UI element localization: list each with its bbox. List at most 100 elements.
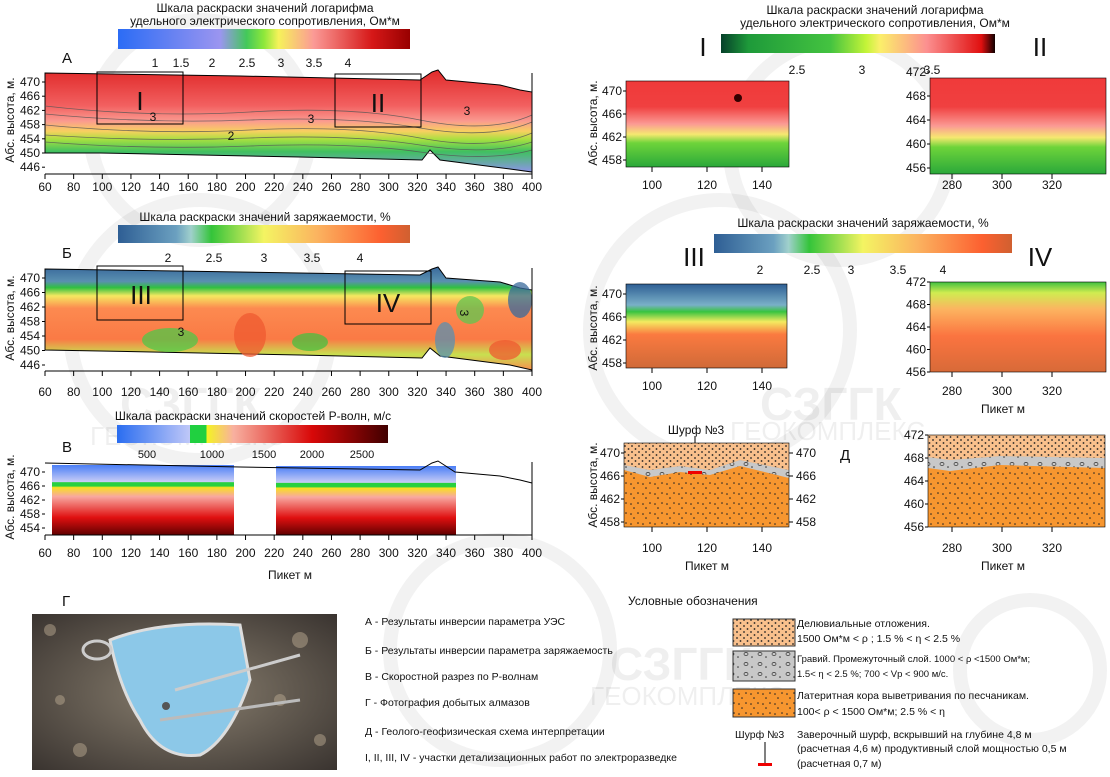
axis-tick-label: 160 [178,546,198,560]
panel-letter: Д [840,447,850,464]
tick: 4 [940,263,947,277]
scoop-ring [81,639,113,661]
x-axis-ticks: 60 80 100 120 140 160 180 200 220 240 260 280 300 320… [38,371,542,399]
diamond [162,702,170,710]
y-axis-label: Абс. высота, м. [586,285,600,370]
x-axis-ticks: 100 120 140 [642,527,772,555]
axis-tick-label: 400 [522,546,542,560]
svg-text:СЗГГК: СЗГГК [120,378,263,430]
axis-tick-label: 260 [321,385,341,399]
panel-letter: Г [62,593,70,610]
axis-tick-label: 60 [38,180,52,194]
axis-tick-label: 120 [697,379,717,393]
axis-tick-label: 240 [293,546,313,560]
axis-tick-label: 468 [906,89,926,103]
axis-tick-label: 460 [906,137,926,151]
section-iii [625,283,788,369]
y-axis-label: Абс. высота, м. [3,77,17,162]
axis-tick-label: 360 [465,385,485,399]
axis-tick-label: 280 [942,384,962,398]
axis-tick-label: 468 [906,298,926,312]
axis-tick-label: 120 [121,546,141,560]
axis-tick-label: 280 [350,546,370,560]
y-axis-ticks-right: 470 466 462 458 [789,446,816,529]
axis-tick-label: 340 [436,180,456,194]
y-axis-ticks: 470 466 462 458 [602,84,626,167]
axis-tick-label: 260 [321,546,341,560]
contour-label: 3 [464,104,471,118]
axis-tick-label: 464 [906,113,926,127]
axis-tick-label: 320 [407,180,427,194]
legend: Условные обозначения А - Результаты инве… [365,594,1067,770]
axis-tick-label: 200 [236,546,256,560]
axis-tick-label: 100 [642,379,662,393]
legend-item: I, II, III, IV - участки детализационных… [365,752,677,764]
x-axis-ticks: 100 120 140 [642,167,772,192]
anomalies [142,282,532,360]
axis-tick-label: 280 [350,385,370,399]
axis-tick-label: 140 [752,541,772,555]
axis-tick-label: 120 [697,541,717,555]
axis-tick-label: 120 [121,180,141,194]
axis-tick-label: 472 [906,275,926,289]
tick: 2000 [300,449,324,461]
axis-tick-label: 100 [642,178,662,192]
tweezers [159,698,301,722]
tick: 3.5 [306,56,323,70]
axis-tick-label: 200 [236,385,256,399]
axis-tick-label: 300 [992,541,1012,555]
y-axis-ticks: 472 468 464 460 456 [904,428,928,534]
axis-tick-label: 458 [20,507,40,521]
axis-tick-label: 400 [522,385,542,399]
axis-tick-label: 456 [904,520,924,534]
axis-tick-label: 462 [602,333,622,347]
detail-box-iv [344,270,432,325]
section-label: III [683,242,705,272]
tick: 500 [138,449,156,461]
y-axis-ticks: 470 466 462 458 [602,287,626,370]
panel-v-velocity: Шкала раскраски значений скоростей Р-вол… [3,409,542,582]
axis-tick-label: 100 [92,180,112,194]
axis-tick-label: 470 [602,84,622,98]
axis-tick-label: 100 [92,385,112,399]
axis-tick-label: 460 [904,497,924,511]
axis-tick-label: 470 [20,75,40,89]
axis-tick-label: 470 [20,271,40,285]
axis-tick-label: 462 [20,300,40,314]
x-axis-ticks: 280 300 320 [942,527,1062,555]
layer-label: Делювиальные отложения. [797,618,930,630]
pit-label: Шурф №3 [668,423,725,437]
detail-box-ii [334,73,422,128]
axis-tick-label: 458 [602,153,622,167]
box-label: I [136,86,143,116]
tick: 2 [757,263,764,277]
tick: 2.5 [239,56,256,70]
section-i [625,80,790,168]
tick: 1500 [252,449,276,461]
tick: 3 [848,263,855,277]
axis-tick-label: 180 [207,385,227,399]
y-axis-label: Абс. высота, м. [3,454,17,539]
axis-tick-label: 458 [600,515,620,529]
contour-label: 3 [178,325,185,339]
axis-tick-label: 400 [522,180,542,194]
axis-tick-label: 446 [20,160,40,174]
pit-symbol-label: Шурф №3 [735,729,784,741]
axis-tick-label: 450 [20,344,40,358]
panel-letter: В [62,439,72,456]
panel-letter: Б [62,245,72,262]
gravel-layer [928,456,1105,471]
axis-tick-label: 140 [150,546,170,560]
axis-tick-label: 472 [906,65,926,79]
y-axis-label: Абс. высота, м. [586,442,600,527]
tick: 2.5 [804,263,821,277]
pit-description: Заверочный шурф, вскрывший на глубине 4,… [797,729,1032,741]
axis-tick-label: 460 [906,343,926,357]
x-axis-label: Пикет м [981,402,1025,416]
axis-tick-label: 472 [904,428,924,442]
detail-box-iii [96,265,184,321]
y-axis-label: Абс. высота, м. [3,275,17,360]
scale-title: удельного электрического сопротивления, … [740,16,1010,30]
layer-label: 1500 Ом*м < ρ ; 1.5 % < η < 2.5 % [797,633,960,645]
